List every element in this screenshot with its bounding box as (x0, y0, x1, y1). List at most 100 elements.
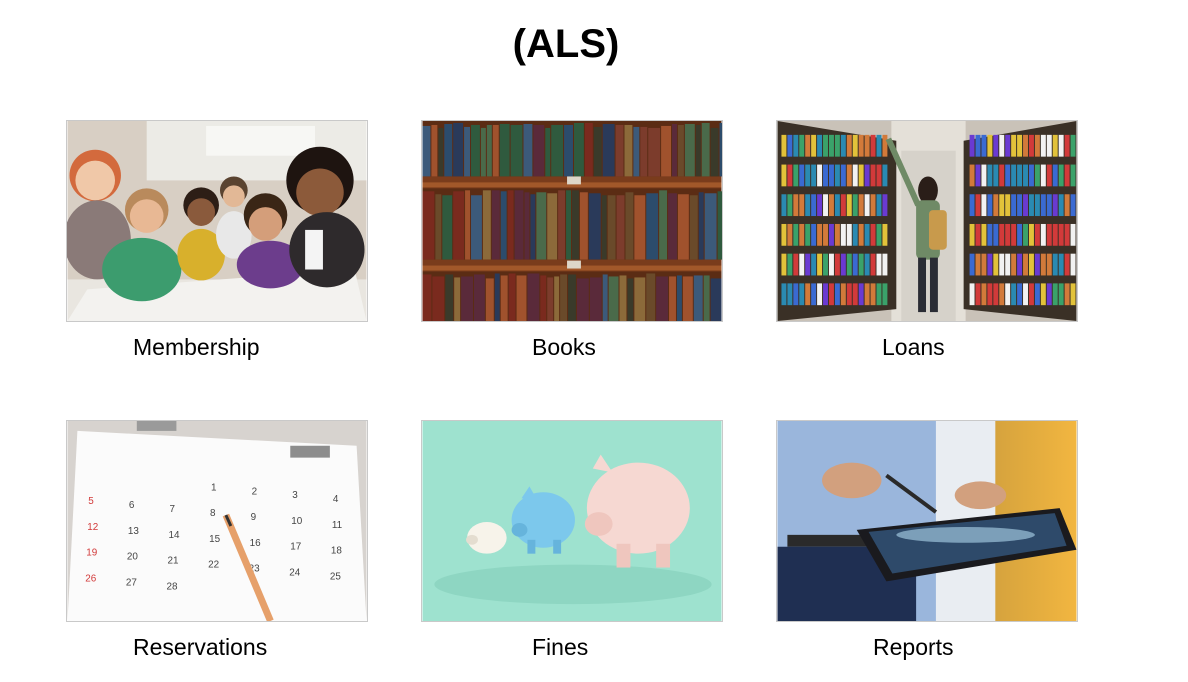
reports-tile[interactable] (776, 420, 1078, 622)
library-book (1034, 194, 1040, 217)
library-book (852, 223, 858, 246)
books-tile[interactable] (421, 120, 723, 322)
calendar-day-number: 15 (209, 534, 221, 545)
library-book (1023, 223, 1028, 246)
library-book (781, 194, 787, 217)
library-aisle-image (777, 121, 1077, 321)
book-spine (422, 191, 435, 260)
library-book (805, 194, 811, 217)
library-book (1028, 283, 1034, 306)
library-book (987, 223, 993, 246)
book-spine (536, 192, 547, 260)
calendar-day-number: 6 (129, 500, 135, 511)
book-spine (499, 123, 510, 177)
library-book (1058, 283, 1064, 306)
fines-tile[interactable] (421, 420, 723, 622)
membership-tile[interactable] (66, 120, 368, 322)
book-spine (689, 195, 698, 260)
book-spine (601, 195, 607, 260)
calendar-day-number: 18 (331, 546, 343, 557)
library-book (864, 134, 870, 157)
library-book (787, 194, 793, 217)
book-spine (602, 123, 615, 177)
library-book (793, 223, 799, 246)
library-book (1052, 253, 1058, 276)
book-spine (703, 275, 710, 321)
book-spine (516, 275, 527, 321)
library-book (1028, 164, 1034, 187)
library-book (1005, 283, 1011, 306)
library-book (840, 223, 846, 246)
library-book (805, 134, 811, 157)
library-book (846, 223, 852, 246)
library-book (999, 253, 1005, 276)
library-book (993, 164, 999, 187)
library-book (882, 194, 888, 217)
book-spine (634, 195, 646, 260)
book-spine (444, 123, 453, 177)
book-spine (492, 124, 499, 177)
library-book (864, 164, 870, 187)
library-book (787, 223, 793, 246)
book-spine (566, 190, 572, 260)
book-spine (453, 122, 464, 177)
library-book (840, 253, 846, 276)
library-book (1040, 134, 1046, 157)
library-book (840, 194, 846, 217)
book-spine (719, 122, 722, 177)
calendar-day-number: 1 (211, 482, 217, 493)
library-book (1034, 283, 1040, 306)
book-spine (615, 124, 624, 177)
library-book (870, 223, 876, 246)
book-spine (438, 127, 444, 177)
book-spine (693, 275, 703, 321)
library-book (787, 164, 793, 187)
page-title: (ALS) (512, 22, 620, 66)
library-book (828, 134, 834, 157)
library-book (834, 194, 840, 217)
library-book (823, 223, 828, 246)
library-book (823, 194, 828, 217)
library-book (781, 253, 787, 276)
library-book (981, 223, 987, 246)
library-book (1017, 134, 1023, 157)
book-spine (547, 277, 554, 321)
book-spine (454, 277, 461, 321)
library-book (828, 253, 834, 276)
library-book (799, 283, 805, 306)
library-book (858, 283, 864, 306)
library-book (999, 134, 1005, 157)
book-spine (491, 190, 500, 260)
library-book (1023, 164, 1028, 187)
library-book (852, 283, 858, 306)
library-book (870, 134, 876, 157)
library-book (999, 283, 1005, 306)
book-spine (471, 195, 482, 260)
book-spine (616, 195, 625, 260)
library-book (1017, 283, 1023, 306)
library-book (1064, 194, 1070, 217)
book-spine (545, 127, 551, 177)
library-book (811, 164, 817, 187)
calendar-day-number: 16 (250, 538, 262, 549)
library-book (799, 253, 805, 276)
library-book (975, 223, 981, 246)
library-book (858, 164, 864, 187)
book-spine (701, 122, 710, 177)
library-book (834, 164, 840, 187)
reservations-tile[interactable]: 1 2 3 4 5 6 7 8 9 10 11 12 13 14 15 16 17 18 19 20 21 22 23 24 2… (66, 420, 368, 622)
library-book (864, 223, 870, 246)
library-book (823, 253, 828, 276)
calendar-day-number: 8 (210, 508, 216, 519)
calendar-day-number: 7 (169, 504, 175, 515)
library-book (1040, 223, 1046, 246)
library-book (846, 164, 852, 187)
loans-tile[interactable] (776, 120, 1078, 322)
library-book (1046, 283, 1052, 306)
book-spine (576, 278, 589, 321)
book-spine (608, 276, 619, 321)
library-book (781, 283, 787, 306)
book-spine (669, 276, 676, 321)
library-book (811, 223, 817, 246)
library-book (969, 134, 975, 157)
